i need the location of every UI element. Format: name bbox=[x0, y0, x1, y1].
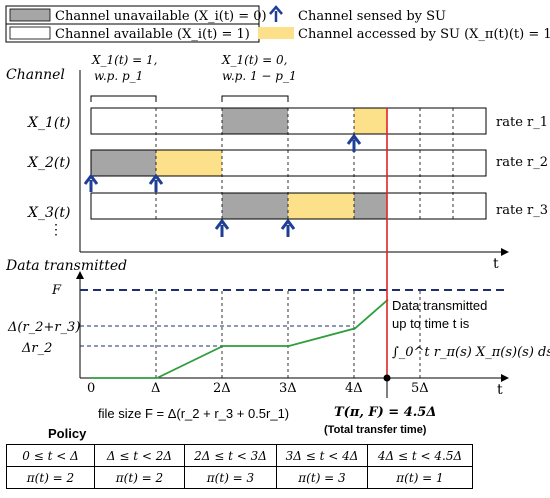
policy-interval-cell: 2Δ ≤ t < 3Δ bbox=[184, 444, 277, 467]
channel-row-2: X_2(t) rate r_2 bbox=[27, 149, 548, 177]
policy-action-cell: π(t) = 3 bbox=[184, 466, 277, 489]
x2-unavailable-segment bbox=[91, 150, 156, 176]
channel-row-1: X_1(t) rate r_1 bbox=[27, 107, 548, 135]
x1-unavailable-segment bbox=[222, 108, 288, 134]
policy-table: 0 ≤ t < Δ Δ ≤ t < 2Δ 2Δ ≤ t < 3Δ 3Δ ≤ t … bbox=[6, 444, 473, 489]
y-label-r2-r3: Δ(r_2+r_3) bbox=[7, 320, 80, 335]
legend: Channel unavailable (X_i(t) = 0) Channel… bbox=[5, 5, 550, 43]
policy-action-cell: π(t) = 1 bbox=[367, 466, 473, 489]
file-size-text: file size F = Δ(r_2 + r_3 + 0.5r_1) bbox=[98, 406, 289, 421]
channel-axis-label: Channel bbox=[6, 67, 65, 83]
data-time-guides bbox=[155, 290, 421, 378]
x3-unavailable-segment-b bbox=[354, 193, 387, 219]
channel-bar-x3-outline bbox=[90, 192, 487, 220]
data-plot: Data transmitted t F Δ(r_2+r_3) Δr_2 0 Δ… bbox=[5, 108, 550, 436]
policy-action-cell: π(t) = 2 bbox=[6, 466, 95, 489]
x-label-5: 5Δ bbox=[411, 381, 429, 396]
x1-equals-0-prob: w.p. 1 − p_1 bbox=[222, 69, 297, 83]
transfer-time-note: (Total transfer time) bbox=[324, 424, 427, 436]
data-axis-label: Data transmitted bbox=[5, 258, 127, 274]
data-time-label: t bbox=[497, 382, 503, 398]
policy-action-cell: π(t) = 2 bbox=[94, 466, 185, 489]
channel-bar-x2-outline bbox=[90, 149, 487, 177]
legend-unavailable-text: Channel unavailable (X_i(t) = 0) bbox=[55, 9, 267, 24]
rate-label-r3: rate r_3 bbox=[496, 203, 548, 218]
channel-timeline: t X_1(t) rate r_1 X_2(t) rate r_2 X_3(t)… bbox=[27, 70, 548, 272]
transfer-time-value: T(π, F) = 4.5Δ bbox=[334, 405, 436, 420]
channel-time-guides bbox=[155, 108, 454, 219]
x1-equals-1-prob: w.p. p_1 bbox=[94, 69, 143, 83]
sensing-arrows bbox=[83, 133, 362, 237]
sensed-arrow-icon bbox=[148, 173, 164, 192]
channel-label-x2: X_2(t) bbox=[27, 155, 70, 171]
policy-interval-cell: 3Δ ≤ t < 4Δ bbox=[276, 444, 368, 467]
channel-label-x3: X_3(t) bbox=[27, 205, 70, 221]
channel-time-label: t bbox=[493, 256, 499, 272]
legend-sensed-text: Channel sensed by SU bbox=[298, 9, 446, 24]
rate-label-r1: rate r_1 bbox=[496, 115, 548, 130]
x-label-2: 2Δ bbox=[213, 381, 231, 396]
annotations: X_1(t) = 1, w.p. p_1 X_1(t) = 0, w.p. 1 … bbox=[6, 53, 297, 102]
sensed-arrow-icon bbox=[214, 218, 230, 237]
transfer-end-dot bbox=[383, 374, 391, 382]
policy-interval-cell: 0 ≤ t < Δ bbox=[6, 444, 95, 467]
legend-available-text: Channel available (X_i(t) = 1) bbox=[55, 27, 250, 42]
policy-title: Policy bbox=[48, 426, 87, 441]
transmitted-integral: ∫_0^t r_π(s) X_π(s)(s) ds bbox=[392, 345, 550, 360]
x3-unavailable-segment-a bbox=[222, 193, 288, 219]
brace-x1-unavailable bbox=[221, 95, 289, 102]
x-label-3: 3Δ bbox=[279, 381, 297, 396]
x-label-0: 0 bbox=[87, 381, 95, 396]
y-label-F: F bbox=[51, 283, 62, 298]
x2-accessed-segment bbox=[156, 150, 222, 176]
legend-accessed-text: Channel accessed by SU (X_π(t)(t) = 1) bbox=[298, 27, 550, 42]
brace-x1-available bbox=[90, 95, 157, 102]
data-curve bbox=[91, 298, 389, 379]
channel-label-x1: X_1(t) bbox=[27, 115, 70, 131]
policy-action-row: π(t) = 2 π(t) = 2 π(t) = 3 π(t) = 3 π(t)… bbox=[6, 466, 473, 489]
y-label-r2: Δr_2 bbox=[21, 341, 52, 356]
legend-swatch-accessed bbox=[258, 27, 294, 39]
transmitted-note-line2: up to time t is bbox=[392, 316, 470, 331]
legend-swatch-unavailable bbox=[9, 8, 51, 22]
x-label-1: Δ bbox=[151, 381, 160, 396]
x1-equals-1: X_1(t) = 1, bbox=[91, 53, 158, 67]
policy-interval-cell: Δ ≤ t < 2Δ bbox=[94, 444, 185, 467]
sensed-arrow-icon bbox=[269, 5, 283, 22]
sensed-arrow-icon bbox=[346, 133, 362, 152]
legend-swatch-available bbox=[9, 26, 51, 40]
x-label-4: 4Δ bbox=[345, 381, 363, 396]
x3-accessed-segment bbox=[288, 193, 354, 219]
channel-ellipsis: ⋮ bbox=[49, 222, 63, 238]
channel-bar-x1-outline bbox=[90, 107, 487, 135]
x1-equals-0: X_1(t) = 0, bbox=[221, 53, 288, 67]
sensed-arrow-icon bbox=[280, 218, 296, 237]
transmitted-note-line1: Data transmitted bbox=[392, 298, 487, 313]
rate-label-r2: rate r_2 bbox=[496, 155, 548, 170]
sensed-arrow-icon bbox=[83, 173, 99, 192]
channel-bar-x1 bbox=[90, 107, 487, 135]
policy-interval-row: 0 ≤ t < Δ Δ ≤ t < 2Δ 2Δ ≤ t < 3Δ 3Δ ≤ t … bbox=[6, 444, 473, 467]
policy-action-cell: π(t) = 3 bbox=[276, 466, 368, 489]
policy-interval-cell: 4Δ ≤ t < 4.5Δ bbox=[367, 444, 473, 467]
x1-accessed-segment bbox=[354, 108, 387, 134]
